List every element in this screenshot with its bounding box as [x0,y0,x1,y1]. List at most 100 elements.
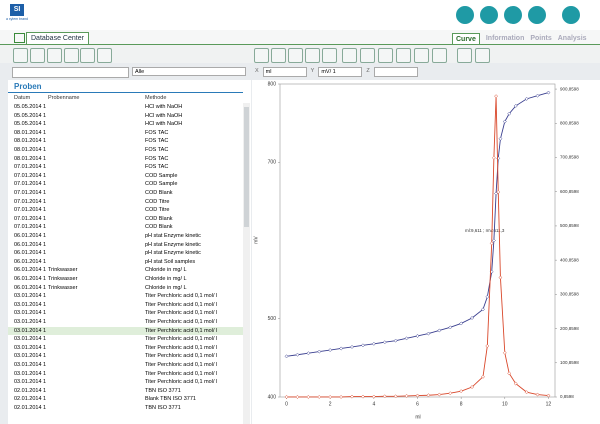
point-marker [393,394,398,399]
table-row[interactable]: 03.01.2014 1 Titer Perchloric acid 0,1 mo… [8,352,250,361]
tool-button[interactable] [305,48,320,63]
tab[interactable]: Analysis [557,35,587,42]
axis-select[interactable]: ml [262,67,307,77]
database-button[interactable] [479,5,499,25]
cell: 07.01.2014 1 [14,215,47,222]
table-row[interactable]: 03.01.2014 1 Titer Perchloric acid 0,1 mo… [8,292,250,301]
point-marker [415,393,420,398]
tools-button[interactable] [503,5,523,25]
filter-select[interactable]: Alle [132,67,246,76]
table-row[interactable]: 08.01.2014 1 FOS TAC [8,129,250,138]
cell: pH stat Enzyme kinetic [145,241,201,248]
y2-tick-label: 500,8598 [560,223,579,228]
tool-button[interactable] [432,48,447,63]
cell: Titer Perchloric acid 0,1 mol/ l [145,301,218,308]
table-row[interactable]: 05.05.2014 1 HCl with NaOH [8,120,250,129]
table-row[interactable]: 02.01.2014 1 TBN ISO 3771 [8,404,250,413]
table-row[interactable]: 05.05.2014 1 HCl with NaOH [8,103,250,112]
tool-button[interactable] [271,48,286,63]
tool-button[interactable] [30,48,45,63]
table-row[interactable]: 03.01.2014 1 Titer Perchloric acid 0,1 mo… [8,370,250,379]
table-row[interactable]: 07.01.2014 1 FOS TAC [8,163,250,172]
y2-tick-label: 100,8598 [560,360,579,365]
table-row[interactable]: 02.01.2014 1 Blank TBN ISO 3771 [8,395,250,404]
table-row[interactable]: 07.01.2014 1 COD Blank [8,189,250,198]
point-marker [328,348,333,353]
table-row[interactable]: 07.01.2014 1 COD Titre [8,206,250,215]
cell: COD Sample [145,181,178,188]
point-marker [481,307,485,312]
table-row[interactable]: 03.01.2014 1 Titer Perchloric acid 0,1 mo… [8,318,250,327]
table-row[interactable]: 03.01.2014 1 Titer Perchloric acid 0,1 mo… [8,301,250,310]
table-row[interactable]: 07.01.2014 1 COD Sample [8,180,250,189]
table-row[interactable]: 02.01.2014 1 TBN ISO 3771 [8,387,250,396]
axis-select[interactable] [373,67,418,77]
toolbar [0,45,600,63]
table-row[interactable]: 06.01.2014 1 pH stat Enzyme kinetic [8,232,250,241]
y-tick-label: 700 [268,160,277,166]
table-row[interactable]: 06.01.2014 1 pH stat Enzyme kinetic [8,249,250,258]
tool-button[interactable] [80,48,95,63]
table-row[interactable]: 07.01.2014 1 COD Blank [8,223,250,232]
axis-select-label: Z [366,68,370,74]
tool-button[interactable] [322,48,337,63]
cell: Titer Perchloric acid 0,1 mol/ l [145,379,218,386]
table-row[interactable]: 07.01.2014 1 COD Blank [8,215,250,224]
cell: TBN ISO 3771 [145,405,181,411]
table-row[interactable]: 03.01.2014 1 Titer Perchloric acid 0,1 mo… [8,361,250,370]
tool-button[interactable] [342,48,357,63]
home-button[interactable] [14,33,25,43]
table-row[interactable]: 06.01.2014 1 pH stat Enzyme kinetic [8,241,250,250]
cell: 03.01.2014 1 [14,310,47,317]
tool-button[interactable] [97,48,112,63]
power-button[interactable] [561,5,581,25]
tool-button[interactable] [288,48,303,63]
table-row[interactable]: 08.01.2014 1 FOS TAC [8,155,250,164]
table-row[interactable]: 03.01.2014 1 Titer Perchloric acid 0,1 mo… [8,335,250,344]
tool-button[interactable] [254,48,269,63]
cell: COD Titre [145,207,170,214]
table-row[interactable]: 03.01.2014 1 Titer Perchloric acid 0,1 mo… [8,326,250,336]
point-marker [339,346,344,351]
table-row[interactable]: 06.01.2014 1 pH stat Soil samples [8,258,250,267]
point-marker [513,381,518,386]
tool-button[interactable] [378,48,393,63]
tab[interactable]: Curve [452,33,480,44]
cell: pH stat Soil samples [145,258,196,265]
scroll-thumb[interactable] [244,107,249,227]
tool-button[interactable] [414,48,429,63]
tab[interactable]: Information [485,35,525,42]
tool-button[interactable] [457,48,472,63]
table-row[interactable]: 07.01.2014 1 COD Sample [8,172,250,181]
table-row[interactable]: 06.01.2014 1 Trinkwasser Chloride in mg/ L [8,284,250,293]
tool-button[interactable] [360,48,375,63]
tool-button[interactable] [475,48,490,63]
point-marker [295,394,300,399]
cell: 05.05.2014 1 [14,112,47,119]
tool-button[interactable] [13,48,28,63]
tool-button[interactable] [47,48,62,63]
lab-button[interactable] [455,5,475,25]
tab[interactable]: Points [530,35,552,42]
search-input[interactable] [12,67,129,78]
annotation: ml:9,611 ; mV:611,3 [465,228,505,233]
tool-button[interactable] [396,48,411,63]
table-row[interactable]: 05.05.2014 1 HCl with NaOH [8,112,250,121]
table-row[interactable]: 03.01.2014 1 Titer Perchloric acid 0,1 mo… [8,378,250,387]
table-row[interactable]: 08.01.2014 1 FOS TAC [8,137,250,146]
table-row[interactable]: 07.01.2014 1 COD Titre [8,198,250,207]
tool-button[interactable] [64,48,79,63]
user-button[interactable] [527,5,547,25]
tab[interactable]: Database Center [26,32,89,44]
point-marker [502,119,507,124]
point-marker [295,352,300,357]
table-row[interactable]: 06.01.2014 1 Trinkwasser Chloride in mg/ L [8,275,250,284]
table-row[interactable]: 08.01.2014 1 FOS TAC [8,146,250,155]
axis-select[interactable]: mV/ 1 [318,67,363,77]
table-row[interactable]: 06.01.2014 1 Trinkwasser Chloride in mg/ L [8,266,250,275]
table-row[interactable]: 03.01.2014 1 Titer Perchloric acid 0,1 mo… [8,344,250,353]
point-marker [459,389,464,394]
scrollbar[interactable] [243,103,250,424]
table-row[interactable]: 03.01.2014 1 Titer Perchloric acid 0,1 mo… [8,309,250,318]
